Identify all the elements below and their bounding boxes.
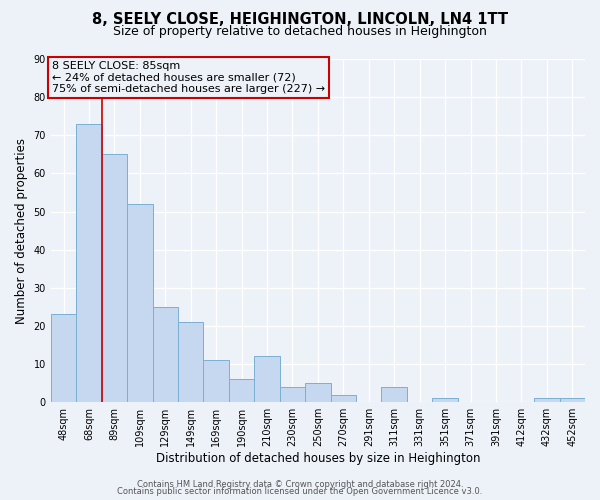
Bar xyxy=(433,398,458,402)
Text: 8, SEELY CLOSE, HEIGHINGTON, LINCOLN, LN4 1TT: 8, SEELY CLOSE, HEIGHINGTON, LINCOLN, LN… xyxy=(92,12,508,28)
Text: Size of property relative to detached houses in Heighington: Size of property relative to detached ho… xyxy=(113,25,487,38)
Bar xyxy=(178,322,203,402)
Bar xyxy=(101,154,127,402)
Bar xyxy=(127,204,152,402)
Y-axis label: Number of detached properties: Number of detached properties xyxy=(15,138,28,324)
Bar xyxy=(229,380,254,402)
Bar xyxy=(152,307,178,402)
Bar xyxy=(382,387,407,402)
Bar xyxy=(534,398,560,402)
Bar xyxy=(305,383,331,402)
Text: 8 SEELY CLOSE: 85sqm
← 24% of detached houses are smaller (72)
75% of semi-detac: 8 SEELY CLOSE: 85sqm ← 24% of detached h… xyxy=(52,61,325,94)
Bar xyxy=(203,360,229,402)
Bar xyxy=(560,398,585,402)
Bar xyxy=(76,124,101,402)
Bar xyxy=(254,356,280,402)
X-axis label: Distribution of detached houses by size in Heighington: Distribution of detached houses by size … xyxy=(155,452,480,465)
Bar xyxy=(331,394,356,402)
Text: Contains HM Land Registry data © Crown copyright and database right 2024.: Contains HM Land Registry data © Crown c… xyxy=(137,480,463,489)
Bar xyxy=(51,314,76,402)
Bar xyxy=(280,387,305,402)
Text: Contains public sector information licensed under the Open Government Licence v3: Contains public sector information licen… xyxy=(118,487,482,496)
